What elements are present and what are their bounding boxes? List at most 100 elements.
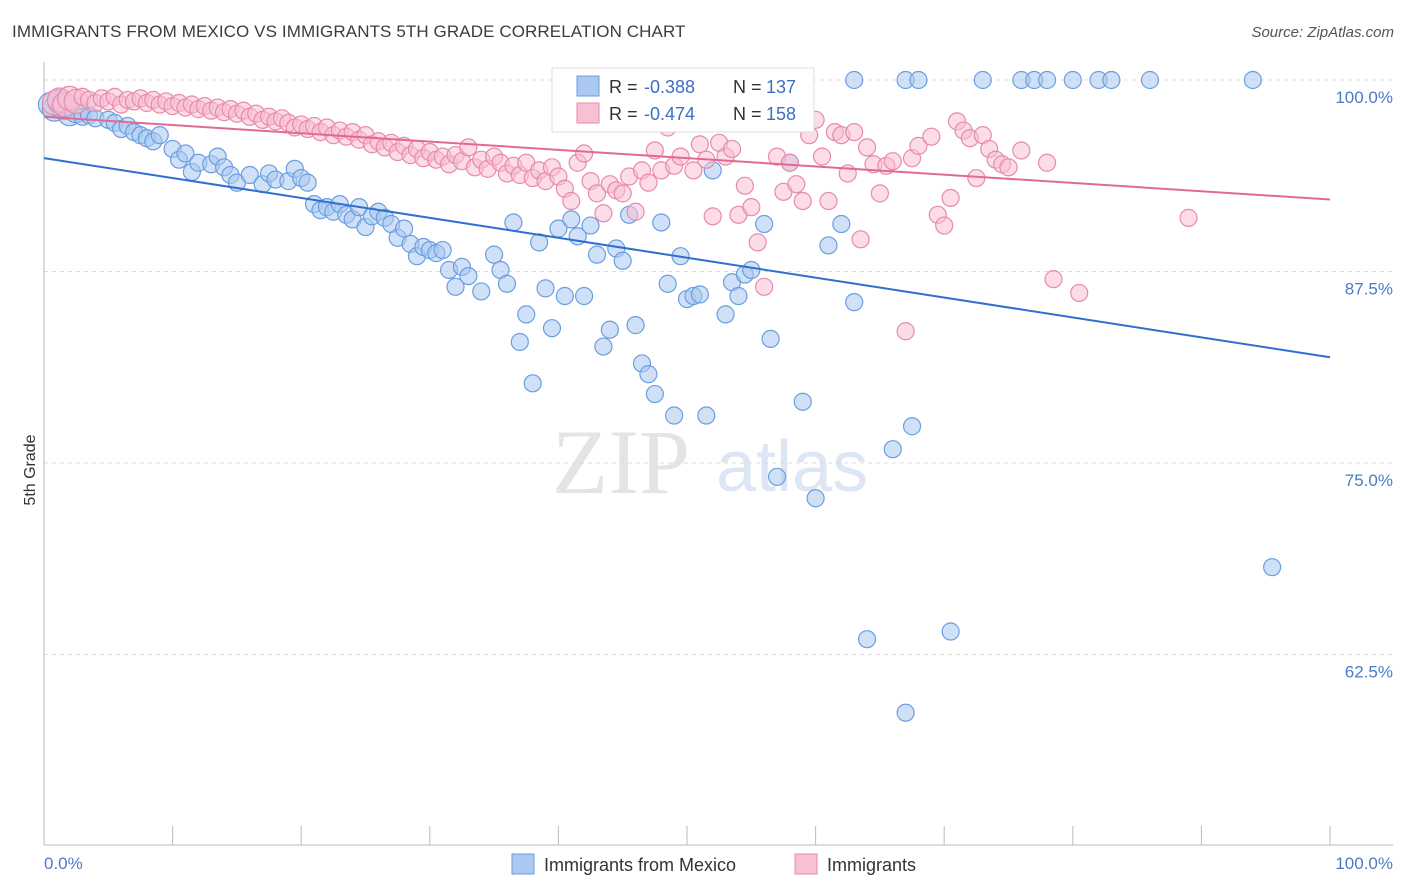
point-mexico-124 — [973, 70, 992, 90]
point-mexico-101 — [742, 260, 761, 280]
point-immigrants-131 — [896, 322, 915, 341]
point-immigrants-134 — [922, 127, 941, 146]
legend-label-mexico[interactable]: Immigrants from Mexico — [544, 855, 736, 875]
y-tick-label-3: 62.5% — [1345, 663, 1393, 682]
point-mexico-50 — [394, 219, 414, 238]
point-immigrants-81 — [562, 191, 581, 211]
y-tick-label-1: 87.5% — [1345, 280, 1393, 299]
point-immigrants-120 — [819, 191, 838, 211]
trend-line-immigrants — [43, 115, 1331, 201]
point-mexico-77 — [581, 216, 600, 235]
point-immigrants-85 — [587, 184, 607, 203]
point-mexico-78 — [587, 245, 607, 264]
point-immigrants-126 — [857, 138, 877, 157]
point-mexico-94 — [690, 285, 709, 304]
point-immigrants-150 — [1070, 283, 1089, 303]
point-mexico-95 — [697, 406, 716, 425]
point-mexico-74 — [562, 210, 581, 229]
point-immigrants-136 — [935, 216, 954, 235]
point-mexico-130 — [1102, 70, 1121, 90]
point-mexico-113 — [896, 703, 915, 722]
legend-label-immigrants[interactable]: Immigrants — [827, 855, 916, 875]
point-immigrants-146 — [999, 158, 1018, 177]
trend-line-mexico — [43, 157, 1331, 359]
legend: Immigrants from Mexico Immigrants — [511, 853, 916, 875]
point-immigrants-114 — [780, 153, 799, 172]
y-axis-label: 5th Grade — [22, 434, 39, 505]
y-tick-label-2: 75.0% — [1345, 471, 1393, 490]
stats-swatch-immigrants — [576, 102, 600, 124]
point-mexico-17 — [150, 126, 169, 145]
point-mexico-104 — [767, 467, 787, 486]
point-mexico-115 — [941, 622, 960, 641]
legend-swatch-mexico[interactable] — [511, 853, 535, 875]
point-mexico-89 — [658, 274, 677, 293]
point-immigrants-151 — [1179, 208, 1198, 227]
legend-swatch-immigrants[interactable] — [794, 853, 818, 875]
point-mexico-110 — [845, 293, 864, 312]
series-immigrants-points — [41, 85, 1198, 341]
point-mexico-64 — [497, 274, 517, 293]
point-mexico-67 — [517, 305, 536, 324]
point-mexico-84 — [626, 316, 645, 335]
point-mexico-82 — [613, 251, 632, 270]
point-mexico-58 — [446, 277, 465, 296]
point-immigrants-133 — [909, 136, 928, 155]
point-mexico-88 — [652, 213, 671, 232]
axes — [43, 62, 1393, 846]
point-mexico-73 — [555, 286, 574, 306]
point-immigrants-111 — [755, 277, 774, 296]
point-mexico-66 — [510, 332, 529, 352]
point-mexico-111 — [857, 630, 877, 649]
point-mexico-106 — [793, 392, 812, 411]
point-mexico-108 — [819, 236, 838, 255]
point-mexico-90 — [665, 406, 684, 425]
y-tick-label-0: 100.0% — [1335, 88, 1393, 107]
x-tick-label-max: 100.0% — [1335, 854, 1393, 873]
point-immigrants-148 — [1037, 153, 1057, 172]
chart-title: IMMIGRANTS FROM MEXICO VS IMMIGRANTS 5TH… — [12, 22, 686, 41]
point-immigrants-100 — [684, 161, 703, 180]
point-mexico-103 — [761, 329, 780, 349]
stats-r-value-mexico: -0.388 — [644, 77, 695, 97]
stats-n-label-immigrants: N = — [733, 104, 762, 124]
point-mexico-70 — [536, 279, 555, 298]
point-mexico-132 — [1243, 70, 1262, 90]
point-mexico-128 — [1063, 70, 1082, 90]
watermark-atlas: atlas — [716, 427, 868, 507]
point-immigrants-103 — [703, 207, 722, 226]
point-mexico-131 — [1140, 70, 1160, 90]
point-immigrants-108 — [735, 176, 754, 195]
stats-box: R = -0.388 N = 137 R = -0.474 N = 158 — [551, 67, 815, 133]
point-mexico-76 — [575, 286, 594, 306]
point-immigrants-91 — [626, 202, 645, 221]
point-immigrants-116 — [793, 191, 812, 211]
point-mexico-56 — [433, 240, 452, 260]
x-tick-label-min: 0.0% — [44, 854, 83, 873]
point-mexico-60 — [459, 266, 478, 286]
point-mexico-114 — [902, 417, 922, 436]
stats-r-label-immigrants: R = — [609, 104, 638, 124]
point-immigrants-147 — [1012, 141, 1031, 160]
point-immigrants-65 — [459, 138, 478, 157]
point-immigrants-94 — [645, 141, 664, 160]
point-immigrants-125 — [851, 230, 870, 249]
point-mexico-86 — [639, 365, 658, 384]
point-immigrants-83 — [575, 144, 594, 163]
stats-swatch-mexico — [576, 75, 600, 97]
trend-lines — [43, 115, 1331, 359]
point-mexico-68 — [523, 374, 542, 393]
point-mexico-127 — [1037, 70, 1057, 90]
point-immigrants-130 — [883, 152, 902, 171]
point-mexico-116 — [1263, 558, 1282, 577]
stats-n-label-mexico: N = — [733, 77, 762, 97]
point-mexico-97 — [716, 305, 735, 324]
stats-r-value-immigrants: -0.474 — [644, 104, 695, 124]
point-mexico-112 — [883, 440, 902, 459]
point-mexico-65 — [504, 213, 523, 232]
point-immigrants-124 — [845, 122, 864, 142]
point-mexico-79 — [594, 337, 613, 356]
stats-r-label-mexico: R = — [609, 77, 638, 97]
point-immigrants-93 — [639, 173, 658, 192]
